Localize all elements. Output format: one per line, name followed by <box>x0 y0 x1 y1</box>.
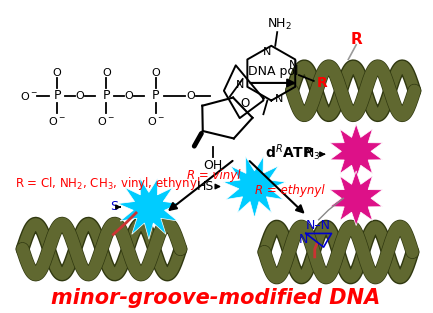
Text: N: N <box>263 47 271 57</box>
Text: R = vinyl: R = vinyl <box>187 169 241 182</box>
Text: O$^-$: O$^-$ <box>97 115 116 127</box>
Text: P: P <box>53 89 61 102</box>
Text: N: N <box>275 94 283 104</box>
Polygon shape <box>330 124 382 179</box>
Text: R = ethynyl: R = ethynyl <box>255 184 324 197</box>
Text: O: O <box>240 97 249 110</box>
Text: O: O <box>102 68 111 78</box>
Text: O: O <box>186 91 195 100</box>
Text: N–N: N–N <box>306 219 331 232</box>
Text: N$_3$: N$_3$ <box>304 147 321 162</box>
Text: O$^-$: O$^-$ <box>147 115 165 127</box>
Text: d$^R$ATP: d$^R$ATP <box>265 142 313 161</box>
Text: R = Cl, NH$_2$, CH$_3$, vinyl, ethynyl: R = Cl, NH$_2$, CH$_3$, vinyl, ethynyl <box>15 175 200 192</box>
Text: O: O <box>152 68 160 78</box>
Text: NH$_2$: NH$_2$ <box>267 17 292 32</box>
Text: O$^-$: O$^-$ <box>20 90 39 102</box>
Polygon shape <box>330 171 382 226</box>
Text: O$^-$: O$^-$ <box>48 115 66 127</box>
Text: DNA pol: DNA pol <box>248 65 298 78</box>
Text: N: N <box>289 60 297 70</box>
Polygon shape <box>223 156 286 218</box>
Text: O: O <box>53 68 61 78</box>
Polygon shape <box>118 178 180 239</box>
Text: R: R <box>317 76 328 90</box>
Text: S: S <box>110 200 118 213</box>
Text: O: O <box>125 91 133 100</box>
Text: N: N <box>236 80 244 90</box>
Text: O: O <box>75 91 84 100</box>
Text: HS: HS <box>197 180 214 193</box>
Text: R: R <box>350 33 362 47</box>
Text: N: N <box>299 233 309 246</box>
Text: P: P <box>152 89 159 102</box>
Text: P: P <box>103 89 110 102</box>
Text: minor-groove-modified DNA: minor-groove-modified DNA <box>52 288 381 308</box>
Text: OH: OH <box>204 158 223 172</box>
